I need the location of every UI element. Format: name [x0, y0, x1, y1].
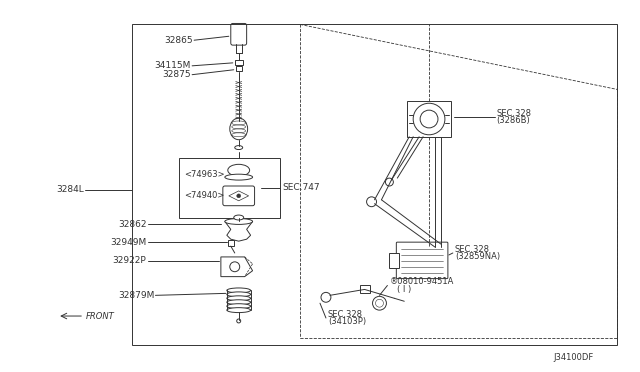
Text: 32879M: 32879M	[118, 291, 154, 300]
Circle shape	[420, 110, 438, 128]
Text: FRONT: FRONT	[86, 311, 115, 321]
Ellipse shape	[227, 288, 251, 293]
Circle shape	[237, 319, 241, 323]
Text: SEC.328: SEC.328	[328, 310, 363, 318]
Text: 34115M: 34115M	[155, 61, 191, 70]
Ellipse shape	[225, 174, 253, 180]
Ellipse shape	[234, 215, 244, 220]
Ellipse shape	[227, 304, 251, 309]
Text: (32859NA): (32859NA)	[455, 253, 500, 262]
Ellipse shape	[227, 292, 251, 297]
Bar	[132, 25, 618, 344]
Ellipse shape	[227, 308, 251, 312]
Ellipse shape	[235, 145, 243, 150]
Ellipse shape	[225, 218, 253, 224]
Polygon shape	[221, 257, 253, 277]
Text: ®08010-9451A: ®08010-9451A	[389, 277, 454, 286]
Ellipse shape	[230, 118, 248, 140]
Text: J34100DF: J34100DF	[553, 353, 593, 362]
Text: 32875: 32875	[163, 70, 191, 79]
FancyBboxPatch shape	[396, 242, 448, 279]
Circle shape	[372, 296, 387, 310]
Text: SEC.328: SEC.328	[497, 109, 531, 118]
Circle shape	[230, 262, 240, 272]
Text: SEC.328: SEC.328	[455, 244, 490, 254]
Text: 32922P: 32922P	[113, 256, 147, 265]
Polygon shape	[225, 221, 253, 241]
Text: SEC.747: SEC.747	[282, 183, 320, 192]
Text: (34103P): (34103P)	[328, 317, 366, 327]
Text: 32949M: 32949M	[110, 238, 147, 247]
Text: (3286B): (3286B)	[497, 116, 530, 125]
Bar	[407, 101, 451, 137]
Bar	[179, 158, 280, 218]
Text: 32862: 32862	[118, 220, 147, 229]
Bar	[235, 60, 243, 65]
Text: 3284L: 3284L	[56, 185, 84, 195]
Text: 32865: 32865	[164, 36, 193, 45]
Circle shape	[413, 103, 445, 135]
Text: <74940>: <74940>	[184, 191, 225, 201]
Ellipse shape	[227, 296, 251, 301]
Ellipse shape	[227, 300, 251, 305]
Circle shape	[385, 178, 394, 186]
FancyBboxPatch shape	[223, 186, 255, 206]
Text: ( I ): ( I )	[397, 285, 412, 294]
Text: <74963>: <74963>	[184, 170, 225, 179]
FancyBboxPatch shape	[231, 23, 246, 45]
Bar	[360, 285, 369, 294]
Ellipse shape	[228, 164, 250, 176]
Circle shape	[237, 194, 241, 198]
Circle shape	[321, 292, 331, 302]
Circle shape	[376, 299, 383, 307]
Bar	[236, 66, 242, 71]
Bar	[389, 253, 399, 268]
Bar	[228, 240, 234, 246]
Circle shape	[367, 197, 376, 207]
